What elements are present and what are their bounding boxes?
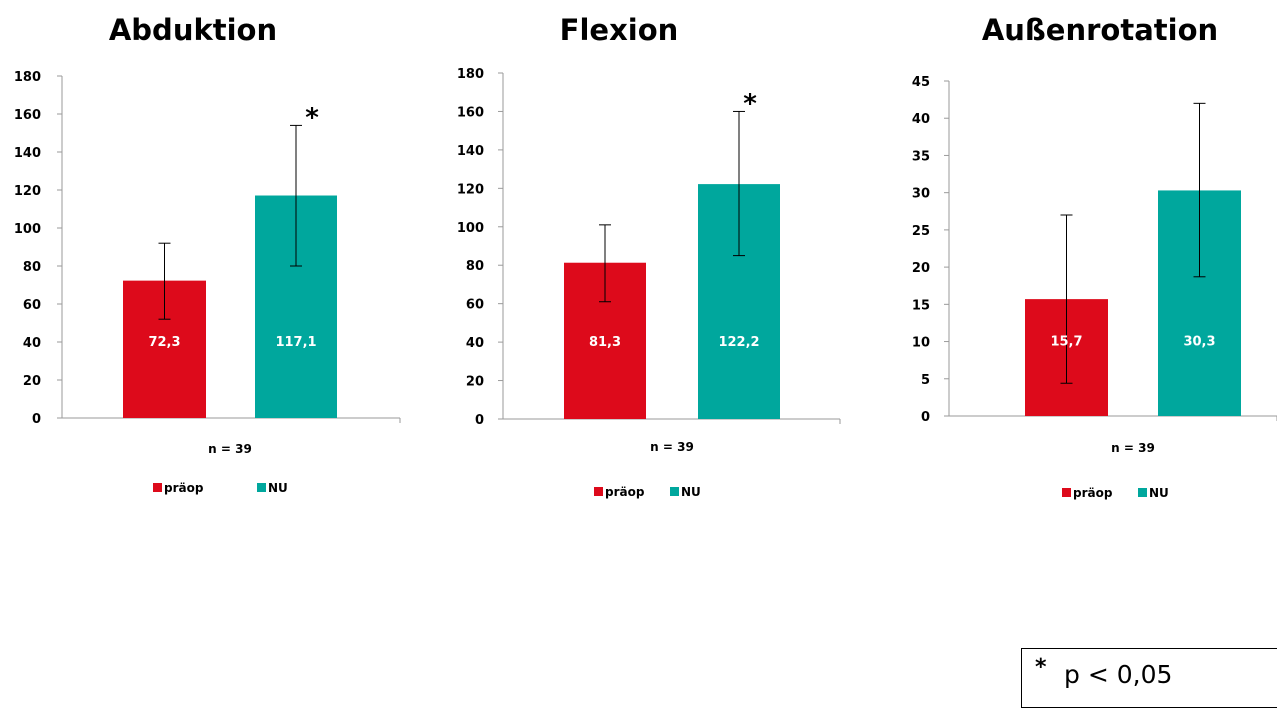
chart-2-y-tick-label: 0 [475, 413, 484, 428]
chart-2-y-tick-label: 80 [466, 259, 484, 274]
chart-3-x-label: n = 39 [1111, 441, 1155, 455]
chart-3-y-tick-label: 25 [912, 224, 930, 239]
chart-2-y-tick-label: 100 [457, 221, 484, 236]
chart-1-y-tick-label: 20 [23, 374, 41, 389]
chart-1-y-tick-label: 0 [32, 412, 41, 427]
chart-2-y-tick-label: 140 [457, 144, 484, 159]
chart-2-y-tick-label: 20 [466, 375, 484, 390]
chart-3-data-label: 30,3 [1183, 335, 1215, 350]
chart-3-y-tick-label: 5 [921, 373, 930, 388]
chart-3-y-tick-label: 10 [912, 336, 930, 351]
chart-2-y-tick-label: 120 [457, 182, 484, 197]
chart-1-y-tick-label: 80 [23, 260, 41, 275]
chart-3-y-tick-label: 20 [912, 261, 930, 276]
chart-2-title: Flexion [560, 13, 679, 47]
chart-2-legend-label-praeop: präop [605, 485, 645, 499]
chart-1-y-tick-label: 180 [14, 70, 41, 85]
chart-1-legend-swatch-nu [257, 483, 266, 492]
chart-1-data-label: 72,3 [148, 335, 180, 350]
chart-1-title: Abduktion [109, 13, 277, 47]
chart-3-y-tick-label: 15 [912, 298, 930, 313]
chart-1-legend-label-nu: NU [268, 481, 288, 495]
chart-2-y-tick-label: 40 [466, 336, 484, 351]
chart-1-y-tick-label: 40 [23, 336, 41, 351]
chart-3-title: Außenrotation [982, 13, 1218, 47]
chart-3-y-tick-label: 35 [912, 149, 930, 164]
significance-box: * p < 0,05 [1021, 648, 1277, 708]
chart-2-y-tick-label: 60 [466, 298, 484, 313]
chart-2-y-tick-label: 160 [457, 105, 484, 120]
chart-2-y-tick-label: 180 [457, 67, 484, 82]
chart-1-legend-label-praeop: präop [164, 481, 204, 495]
chart-1-data-label: 117,1 [275, 335, 316, 350]
chart-3-y-tick-label: 0 [921, 410, 930, 425]
significance-text: p < 0,05 [1064, 660, 1173, 689]
chart-1-y-tick-label: 60 [23, 298, 41, 313]
chart-1-legend-swatch-praeop [153, 483, 162, 492]
chart-1-y-tick-label: 140 [14, 146, 41, 161]
chart-2-legend-label-nu: NU [681, 485, 701, 499]
chart-1-y-tick-label: 100 [14, 222, 41, 237]
significance-star: * [1035, 655, 1047, 680]
chart-2-data-label: 81,3 [589, 335, 621, 350]
chart-2-x-label: n = 39 [650, 440, 694, 454]
chart-2-legend-swatch-praeop [594, 487, 603, 496]
chart-3-data-label: 15,7 [1050, 335, 1082, 350]
chart-3-y-tick-label: 40 [912, 112, 930, 127]
chart-1-y-tick-label: 160 [14, 108, 41, 123]
chart-1-significance-marker: * [305, 103, 319, 133]
chart-2-data-label: 122,2 [718, 335, 759, 350]
chart-1-x-label: n = 39 [208, 442, 252, 456]
chart-2-legend-swatch-nu [670, 487, 679, 496]
chart-3-legend-label-praeop: präop [1073, 486, 1113, 500]
chart-3-y-tick-label: 30 [912, 187, 930, 202]
chart-2-significance-marker: * [743, 89, 757, 119]
chart-1-y-tick-label: 120 [14, 184, 41, 199]
chart-3-legend-swatch-praeop [1062, 488, 1071, 497]
chart-3-legend-label-nu: NU [1149, 486, 1169, 500]
chart-3-y-tick-label: 45 [912, 75, 930, 90]
chart-3-legend-swatch-nu [1138, 488, 1147, 497]
